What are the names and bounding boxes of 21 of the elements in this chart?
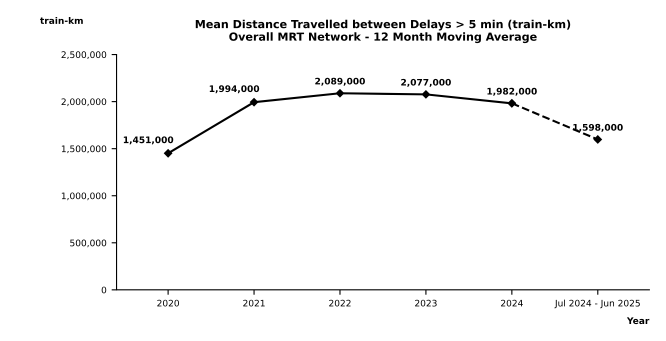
x-tick-label: Jul 2024 - Jun 2025	[554, 300, 640, 308]
data-label: 1,982,000	[487, 88, 537, 96]
x-tick-label: 2023	[415, 300, 437, 307]
y-tick-label: 2,500,000	[62, 51, 106, 60]
x-tick-label: 2020	[157, 300, 179, 307]
data-label: 1,451,000	[124, 136, 174, 144]
y-tick-label: 1,000,000	[62, 192, 106, 200]
data-label: 2,089,000	[315, 78, 365, 86]
data-label: 2,077,000	[401, 78, 451, 87]
y-tick-label: 0	[102, 286, 106, 294]
y-tick-label: 500,000	[70, 240, 106, 248]
y-axis-title: train-km	[40, 17, 83, 24]
x-tick-label: 2021	[243, 300, 265, 307]
y-tick-label: 2,000,000	[62, 98, 106, 106]
x-axis-title: Year	[626, 317, 650, 324]
y-tick-label: 1,500,000	[62, 145, 106, 154]
x-tick-label: 2024	[501, 300, 523, 307]
chart-title: Mean Distance Travelled between Delays > 5 min (train-km) Overall MRT Network - 12 Month Moving Average	[196, 20, 570, 44]
x-tick-label: 2022	[329, 300, 351, 307]
data-label: 1,598,000	[573, 124, 623, 132]
data-label: 1,994,000	[210, 85, 260, 94]
